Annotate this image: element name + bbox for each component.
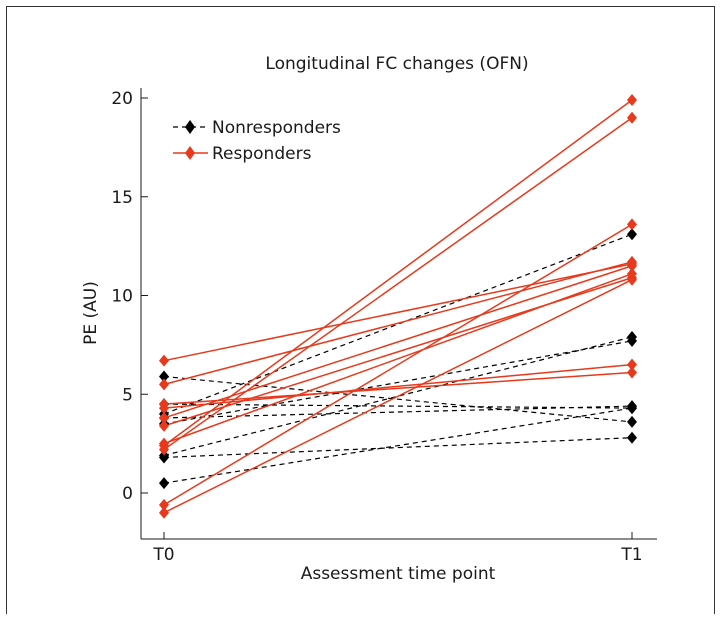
- nonresponders-line: [163, 340, 633, 425]
- nonresponders-point: [627, 330, 637, 343]
- legend-label-nonresponders: Nonresponders: [212, 118, 341, 138]
- responders-point: [159, 419, 169, 432]
- x-axis-ticks: T0 T1: [152, 532, 643, 565]
- responders-point: [627, 366, 637, 379]
- nonresponders-line: [163, 403, 633, 409]
- legend-label-responders: Responders: [212, 144, 312, 164]
- x-axis-label: Assessment time point: [301, 564, 496, 584]
- legend-item-nonresponders: Nonresponders: [173, 118, 341, 138]
- series-lines: [163, 99, 633, 514]
- responders-line: [163, 265, 633, 419]
- legend: Nonresponders Responders: [173, 118, 341, 164]
- plot-area: [159, 93, 637, 519]
- responders-point: [627, 273, 637, 286]
- nonresponders-line: [163, 437, 633, 459]
- nonresponders-point: [627, 228, 637, 241]
- y-tick-label: 20: [111, 89, 133, 109]
- responders-point: [159, 506, 169, 519]
- y-tick-label: 15: [111, 188, 133, 208]
- responders-point: [627, 259, 637, 272]
- nonresponders-point: [159, 370, 169, 383]
- nonresponders-line: [163, 405, 633, 419]
- nonresponders-point: [627, 415, 637, 428]
- nonresponders-line: [163, 233, 633, 415]
- y-axis-label: PE (AU): [81, 281, 101, 345]
- responders-point: [159, 402, 169, 415]
- responders-point: [627, 218, 637, 231]
- responders-line: [163, 371, 633, 405]
- responders-line: [163, 273, 633, 445]
- responders-point: [159, 498, 169, 511]
- nonresponders-point: [627, 431, 637, 444]
- legend-marker-responders: [185, 146, 195, 160]
- y-axis-ticks: 0 5 10 15 20: [111, 89, 148, 504]
- y-tick-label: 10: [111, 287, 133, 307]
- series-markers: [159, 93, 637, 519]
- legend-marker-nonresponders: [185, 120, 195, 134]
- nonresponders-point: [159, 477, 169, 490]
- responders-point: [627, 358, 637, 371]
- responders-line: [163, 223, 633, 506]
- x-tick-label: T0: [152, 545, 174, 565]
- responders-line: [163, 99, 633, 447]
- y-tick-label: 5: [122, 385, 133, 405]
- responders-point: [159, 443, 169, 456]
- figure-frame: [6, 6, 715, 614]
- chart-title: Longitudinal FC changes (OFN): [265, 54, 528, 74]
- y-tick-label: 0: [122, 484, 133, 504]
- responders-point: [627, 111, 637, 124]
- responders-line: [163, 261, 633, 386]
- nonresponders-point: [627, 402, 637, 415]
- nonresponders-line: [163, 407, 633, 484]
- responders-line: [163, 279, 633, 514]
- nonresponders-line: [163, 375, 633, 423]
- responders-point: [159, 354, 169, 367]
- responders-line: [163, 263, 633, 362]
- responders-line: [163, 117, 633, 451]
- responders-point: [159, 378, 169, 391]
- responders-point: [159, 411, 169, 424]
- x-tick-label: T1: [620, 545, 642, 565]
- legend-item-responders: Responders: [173, 144, 312, 164]
- responders-point: [627, 93, 637, 106]
- nonresponders-point: [159, 451, 169, 464]
- responders-line: [163, 363, 633, 409]
